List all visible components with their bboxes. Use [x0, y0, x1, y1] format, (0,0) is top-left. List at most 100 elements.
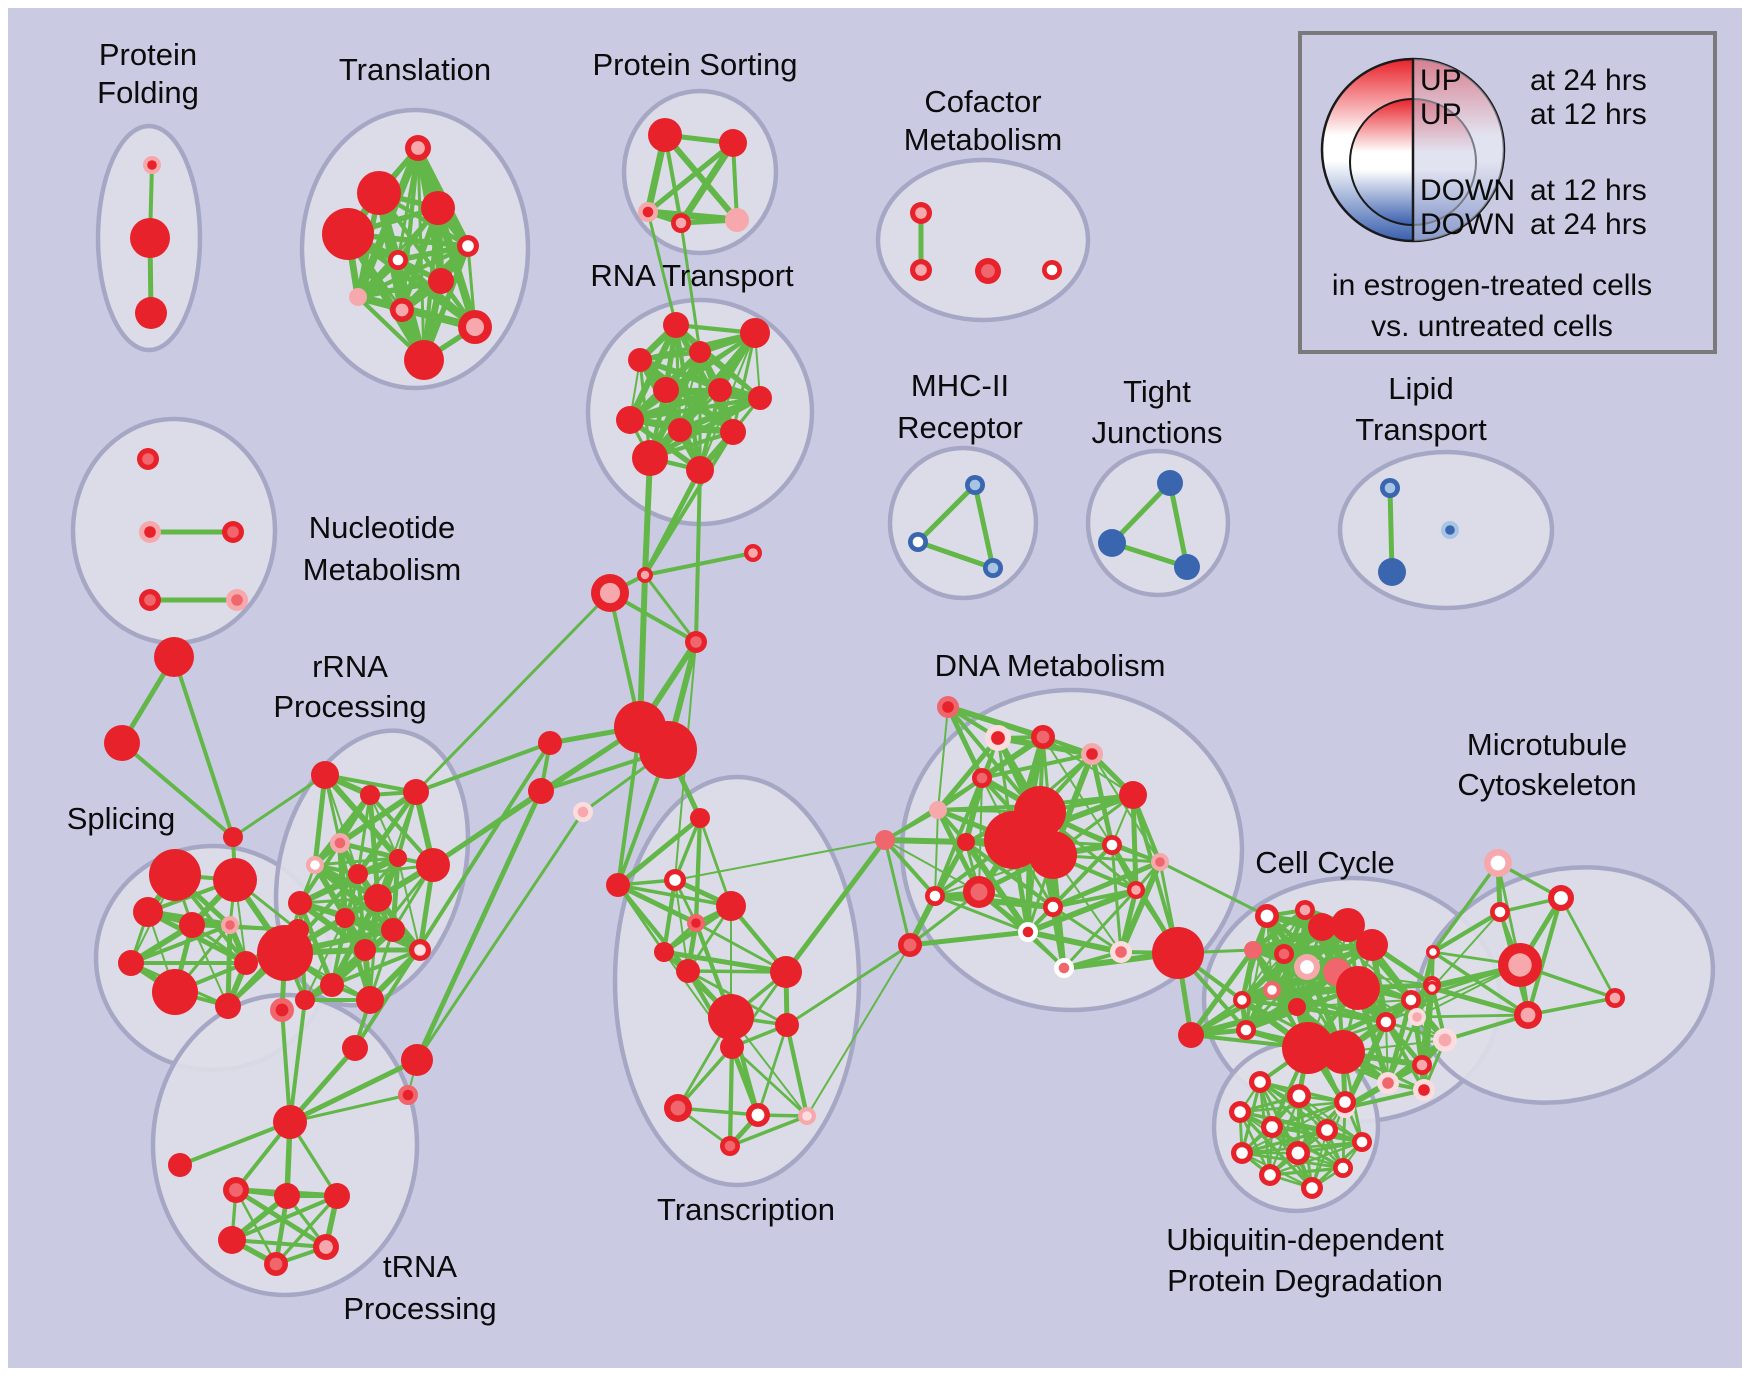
edge-trna-processing — [178, 1120, 292, 1167]
edge-microtubule-cytoskeleton — [1431, 911, 1501, 989]
node-splicing — [234, 951, 258, 975]
cluster-label-cofactor-metabolism: Metabolism — [904, 122, 1063, 157]
legend-time-label: at 24 hrs — [1530, 208, 1647, 241]
node-inner-core — [414, 944, 426, 956]
node-inner-core — [392, 254, 404, 266]
node-dna-metabolism — [1152, 927, 1204, 979]
edge-ubiquitin-degradation — [1268, 1100, 1347, 1177]
node-outer-ring — [528, 778, 554, 804]
edge-transcription — [686, 969, 788, 974]
edge-translation — [434, 204, 479, 331]
cluster-label-ubiquitin-degradation: Ubiquitin-dependent — [1166, 1222, 1444, 1257]
node-outer-ring — [421, 191, 455, 225]
node-outer-ring — [725, 208, 749, 232]
cluster-label-rrna-processing: rRNA — [312, 649, 388, 684]
edge-intercluster — [414, 591, 612, 794]
legend-direction-label: UP — [1420, 64, 1462, 97]
edge-trna-processing — [280, 1008, 292, 1124]
node-outer-ring — [401, 1044, 433, 1076]
node-ubiquitin-degradation — [1333, 1158, 1353, 1178]
edge-cell-cycle — [1188, 947, 1256, 1038]
node-nucleotide-metabolism — [139, 521, 161, 543]
cluster-label-nucleotide-metabolism: Metabolism — [303, 552, 462, 587]
node-transcription — [708, 994, 754, 1040]
edge-intercluster — [414, 741, 552, 794]
node-trna-processing — [168, 1153, 192, 1177]
edge-ubiquitin-degradation — [1238, 1100, 1347, 1114]
edge-mhc-ii-receptor — [972, 482, 996, 571]
node-splicing — [213, 858, 257, 902]
node-outer-ring — [538, 731, 562, 755]
edge-rrna-processing — [337, 789, 419, 846]
edge-trna-processing — [288, 1093, 410, 1124]
node-outer-ring — [957, 833, 975, 851]
edge-tight-junctions — [1167, 480, 1190, 570]
node-cell-cycle — [1336, 966, 1380, 1010]
edge-trna-processing — [287, 1057, 420, 1125]
node-outer-ring — [1336, 966, 1380, 1010]
node-inner-core — [987, 562, 999, 574]
node-outer-ring — [875, 830, 895, 850]
node-inner-core — [970, 883, 988, 901]
node-nucleotide-metabolism — [137, 448, 159, 470]
node-outer-ring — [154, 637, 194, 677]
node-trna-processing — [398, 1085, 418, 1105]
node-outer-ring — [152, 969, 198, 1015]
edge-dna-metabolism — [884, 839, 980, 893]
node-cell-cycle — [1274, 944, 1294, 964]
node-outer-ring — [404, 340, 444, 380]
node-transcription — [664, 1094, 692, 1122]
node-inner-core — [1429, 948, 1437, 956]
node-ubiquitin-degradation — [1352, 1132, 1372, 1152]
node-central-hub — [637, 567, 653, 583]
node-trna-processing — [218, 1226, 246, 1254]
node-central-hub — [591, 574, 629, 612]
node-inner-core — [1339, 1096, 1351, 1108]
edge-microtubule-cytoskeleton — [1431, 950, 1530, 1017]
node-outer-ring — [1288, 998, 1306, 1016]
edge-dna-metabolism — [907, 929, 1031, 948]
node-inner-core — [142, 453, 154, 465]
node-inner-core — [1278, 948, 1290, 960]
node-ubiquitin-degradation — [1287, 1084, 1311, 1108]
node-central-hub — [573, 802, 593, 822]
node-cell-cycle — [1294, 954, 1320, 980]
node-tight-junctions — [1174, 554, 1200, 580]
edge-transcription — [616, 883, 733, 908]
node-rna-transport — [632, 440, 668, 476]
node-inner-core — [1416, 1059, 1428, 1071]
node-rrna-processing — [257, 925, 313, 981]
node-outer-ring — [179, 912, 205, 938]
node-translation — [349, 288, 367, 306]
edge-rrna-processing — [356, 872, 367, 952]
edge-intercluster — [694, 468, 702, 644]
edge-intercluster — [231, 773, 327, 839]
node-microtubule-cytoskeleton — [1498, 943, 1542, 987]
node-cell-cycle — [1356, 929, 1388, 961]
edge-dna-metabolism — [1025, 887, 1139, 935]
node-outer-ring — [719, 129, 747, 157]
node-rrna-processing — [360, 785, 380, 805]
node-outer-ring — [389, 849, 407, 867]
node-outer-ring — [1378, 558, 1406, 586]
node-cell-cycle — [1263, 981, 1281, 999]
node-inner-core — [1380, 1016, 1392, 1028]
node-inner-core — [1240, 1024, 1252, 1036]
node-transcription — [664, 869, 686, 891]
node-protein-folding — [135, 297, 167, 329]
node-inner-core — [319, 1240, 333, 1254]
node-outer-ring — [403, 779, 429, 805]
edge-microtubule-cytoskeleton — [1415, 1013, 1530, 1019]
edge-dna-metabolism — [933, 776, 984, 898]
node-ubiquitin-degradation — [1259, 1164, 1281, 1186]
node-rna-transport — [686, 456, 714, 484]
node-outer-ring — [720, 419, 746, 445]
node-outer-ring — [1356, 929, 1388, 961]
legend-box — [1298, 31, 1717, 354]
edge-dna-metabolism — [883, 808, 940, 842]
node-outer-ring — [606, 873, 630, 897]
edge-cell-cycle — [1250, 907, 1308, 953]
node-rna-transport — [708, 378, 732, 402]
cluster-label-rrna-processing: Processing — [273, 689, 426, 724]
